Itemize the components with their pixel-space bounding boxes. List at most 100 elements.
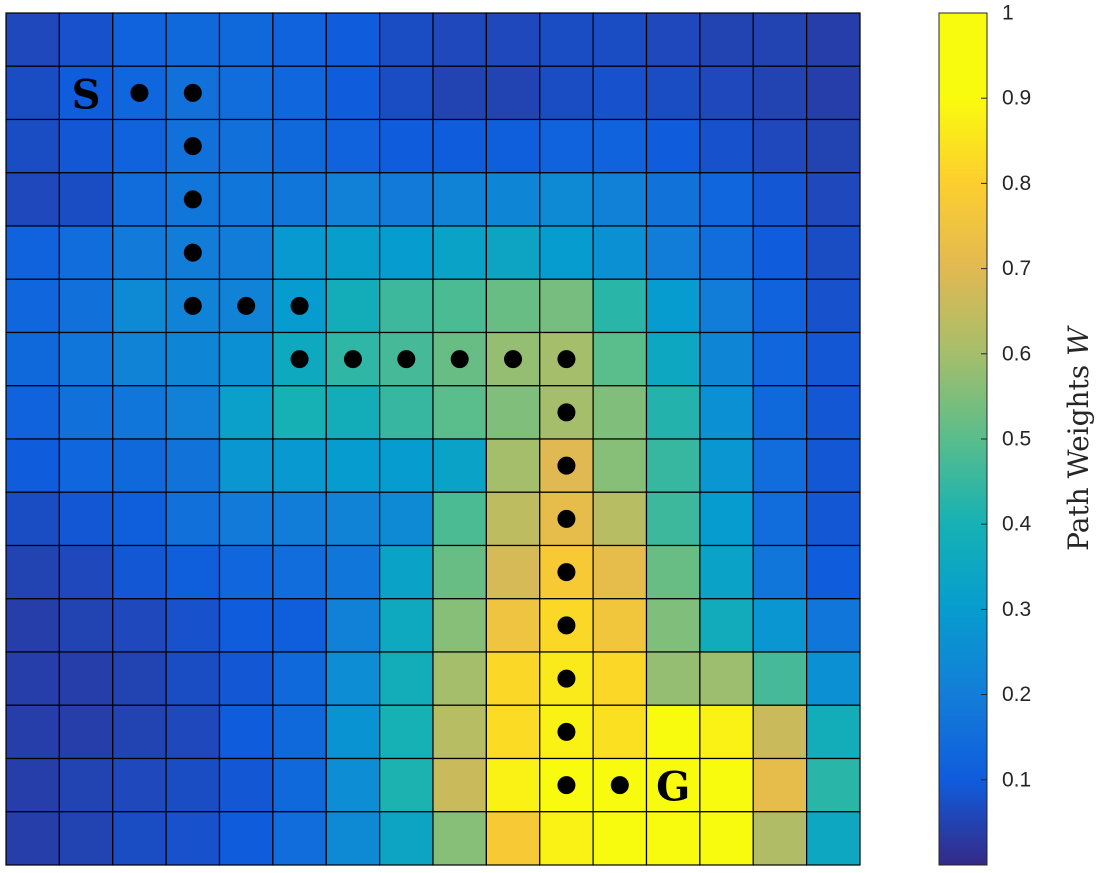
path-point (557, 616, 576, 635)
heatmap-cell (485, 65, 541, 121)
heatmap-cell (218, 651, 274, 706)
path-point (183, 296, 202, 315)
heatmap-cell (379, 172, 434, 227)
heatmap-cell (379, 278, 434, 334)
heatmap-cell (592, 385, 648, 440)
heatmap-cell (806, 331, 861, 387)
heatmap-cell (58, 598, 114, 653)
heatmap-cell (645, 12, 701, 67)
heatmap-cell (485, 757, 541, 813)
heatmap-cell (752, 385, 808, 440)
start-label: S (72, 71, 101, 118)
path-point (557, 669, 576, 688)
heatmap-cell (806, 598, 861, 653)
heatmap-cell (485, 331, 541, 387)
heatmap-cell (58, 225, 114, 280)
heatmap-cell (272, 385, 327, 440)
path-point (557, 456, 576, 475)
heatmap-cell (699, 385, 754, 440)
heatmap-cell (272, 757, 327, 813)
heatmap-cell (432, 12, 487, 67)
heatmap-cell (592, 12, 648, 67)
heatmap-cell (485, 118, 541, 174)
heatmap-cell (806, 278, 861, 334)
heatmap-cell (112, 172, 167, 227)
colorbar: 0.1 0.2 0.3 0.4 0.5 0.6 0.7 0.8 0.9 1 Path Weight… (938, 2, 1095, 866)
heatmap-cell (272, 598, 327, 653)
endpoint-labels: S G (72, 71, 691, 810)
heatmap-cell (112, 118, 167, 174)
heatmap-cell (645, 491, 701, 547)
heatmap-cell (218, 491, 274, 547)
heatmap-cell (539, 704, 594, 760)
heatmap-cell (272, 544, 327, 600)
heatmap-cell (752, 704, 808, 760)
heatmap-cell (325, 438, 381, 493)
heatmap-cell (218, 118, 274, 174)
colorbar-title: Path Weights W (1062, 325, 1095, 551)
heatmap-cell (112, 491, 167, 547)
heatmap-cell (165, 651, 221, 706)
heatmap-cell (58, 438, 114, 493)
heatmap-cell (218, 225, 274, 280)
heatmap-cell (432, 438, 487, 493)
heatmap-cell (806, 491, 861, 547)
heatmap-cell (539, 811, 594, 866)
heatmap-cell (379, 385, 434, 440)
path-point (130, 83, 149, 102)
heatmap-cell (325, 385, 381, 440)
path-point (290, 350, 309, 369)
heatmap-cell (218, 12, 274, 67)
heatmap-cell (432, 651, 487, 706)
heatmap-cell (806, 385, 861, 440)
heatmap-cell (806, 172, 861, 227)
heatmap-cell (218, 385, 274, 440)
heatmap-cell (5, 385, 60, 440)
heatmap-cell (112, 278, 167, 334)
colorbar-title-variable: W (1062, 325, 1095, 356)
heatmap-cell (58, 65, 114, 121)
heatmap-cell (592, 65, 648, 121)
heatmap-cell (165, 438, 221, 493)
heatmap-cell (5, 225, 60, 280)
heatmap-cell (58, 704, 114, 760)
heatmap-cell (752, 172, 808, 227)
heatmap-cell (592, 598, 648, 653)
heatmap-cell (272, 811, 327, 866)
heatmap-cell (645, 331, 701, 387)
heatmap-cell (218, 438, 274, 493)
heatmap-cell (379, 12, 434, 67)
heatmap-cell (645, 704, 701, 760)
heatmap-cell (5, 651, 60, 706)
heatmap-cell (432, 757, 487, 813)
heatmap-cell (272, 65, 327, 121)
heatmap-cell (592, 172, 648, 227)
heatmap-cell (379, 544, 434, 600)
heatmap-cell (165, 491, 221, 547)
heatmap-cell (806, 811, 861, 866)
heatmap-cell (752, 651, 808, 706)
heatmap-cell (432, 278, 487, 334)
colorbar-title-text: Path Weights (1062, 356, 1095, 551)
path-point (183, 243, 202, 262)
heatmap-cell (485, 651, 541, 706)
heatmap-cell (752, 331, 808, 387)
heatmap-cell (379, 757, 434, 813)
heatmap-cell (165, 704, 221, 760)
heatmap-cell (112, 438, 167, 493)
heatmap-cell (485, 385, 541, 440)
path-point (183, 190, 202, 209)
heatmap-cell (325, 225, 381, 280)
heatmap-cell (699, 544, 754, 600)
heatmap-cell (379, 811, 434, 866)
heatmap-cell (272, 172, 327, 227)
heatmap-cell (325, 65, 381, 121)
heatmap-cell (485, 278, 541, 334)
heatmap-cell (432, 491, 487, 547)
heatmap-cell (645, 598, 701, 653)
heatmap-cell (806, 544, 861, 600)
heatmap-cell (645, 65, 701, 121)
heatmap-cell (539, 225, 594, 280)
heatmap-cell (5, 118, 60, 174)
